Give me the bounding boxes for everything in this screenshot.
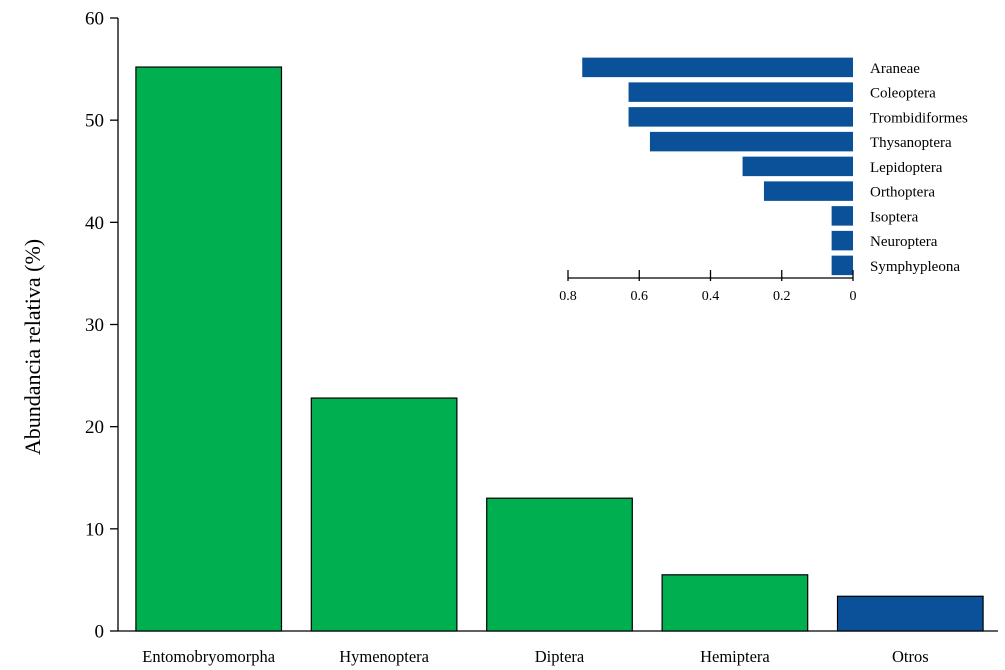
inset-x-tick-label: 0 xyxy=(850,289,857,304)
inset-bar xyxy=(763,181,853,201)
inset-category-label: Thysanoptera xyxy=(870,135,952,151)
inset-bar xyxy=(831,255,853,276)
inset-chart: Araneae Coleoptera Trombidiformes Thysanopt… xyxy=(559,57,968,304)
inset-category-label: Lepidoptera xyxy=(870,160,943,176)
inset-x-tick-label: 0.2 xyxy=(773,289,791,304)
inset-bar xyxy=(742,156,853,177)
y-tick-label: 20 xyxy=(85,417,104,438)
inset-category-label: Trombidiformes xyxy=(870,110,968,126)
inset-category-labels: Araneae Coleoptera Trombidiformes Thysanopt… xyxy=(870,61,968,275)
inset-category-label: Symphypleona xyxy=(870,259,960,275)
x-tick-label: Entomobryomorpha xyxy=(142,647,276,666)
y-tick-label: 30 xyxy=(85,315,104,336)
x-tick-label: Diptera xyxy=(535,647,585,666)
bar xyxy=(135,66,283,632)
bar xyxy=(486,497,633,632)
x-tick-label: Hemiptera xyxy=(700,647,770,666)
inset-x-tick-label: 0.6 xyxy=(631,289,649,304)
inset-category-label: Coleoptera xyxy=(870,86,936,102)
bar xyxy=(836,595,984,632)
x-tick-label: Otros xyxy=(892,647,929,666)
y-tick-label: 60 xyxy=(85,9,104,30)
main-labels: Entomobryomorpha Hymenoptera Diptera Hemipt… xyxy=(142,647,928,666)
y-tick-label: 10 xyxy=(85,519,104,540)
inset-category-label: Neuroptera xyxy=(870,234,938,250)
inset-x-tick-label: 0.4 xyxy=(702,289,720,304)
y-tick-label: 0 xyxy=(95,622,105,643)
inset-category-label: Orthoptera xyxy=(870,185,935,201)
y-tick-label: 40 xyxy=(85,213,104,234)
inset-bar xyxy=(649,131,853,152)
y-tick-label: 50 xyxy=(85,111,104,132)
y-axis-label: Abundancia relativa (%) xyxy=(20,239,45,455)
inset-bar xyxy=(831,230,853,251)
inset-x-tick-label: 0.8 xyxy=(559,289,577,304)
inset-category-label: Isoptera xyxy=(870,209,919,225)
inset-bar xyxy=(582,57,853,78)
inset-category-label: Araneae xyxy=(870,61,920,77)
main-bars xyxy=(135,66,984,632)
inset-bars xyxy=(582,57,853,276)
bar xyxy=(661,574,809,632)
inset-bar xyxy=(831,206,853,226)
inset-x-axis: 0.8 0.6 0.4 0.2 0 xyxy=(559,270,857,304)
bar xyxy=(310,397,458,632)
x-tick-label: Hymenoptera xyxy=(339,647,429,666)
inset-bar xyxy=(628,82,853,102)
inset-bar xyxy=(628,107,853,127)
